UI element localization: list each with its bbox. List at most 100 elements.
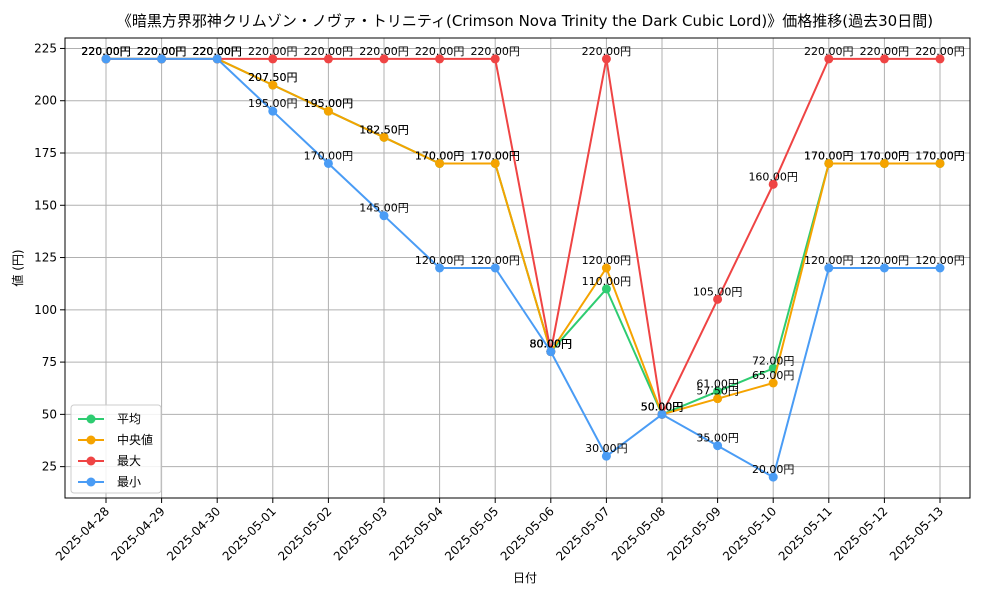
data-label: 80.00円: [530, 338, 573, 351]
x-tick-label: 2025-04-30: [164, 504, 223, 563]
y-tick-label: 150: [34, 198, 57, 212]
series-中央値: [101, 54, 945, 419]
plot-frame: [64, 37, 971, 499]
y-tick-label: 200: [34, 94, 57, 108]
x-tick-label: 2025-05-13: [887, 504, 946, 563]
y-axis-ticks: 25 50 75 100 125 150 175 200 225: [34, 41, 65, 474]
x-tick-label: 2025-05-09: [665, 504, 724, 563]
x-axis-label: 日付: [513, 571, 537, 585]
data-point: [935, 158, 945, 168]
legend-marker: [86, 477, 96, 487]
data-point: [879, 158, 889, 168]
data-point: [824, 54, 834, 64]
data-label: 170.00円: [860, 149, 910, 162]
data-point: [824, 263, 834, 273]
data-label: 220.00円: [415, 45, 465, 58]
data-point: [657, 409, 667, 419]
data-labels: 220.00円 220.00円 220.00円 207.50円 195.00円 182.5…: [81, 45, 965, 476]
data-label: 120.00円: [582, 254, 632, 267]
data-label: 80.00円: [530, 338, 573, 351]
data-label: 120.00円: [804, 254, 854, 267]
series-最小: [101, 54, 945, 482]
series-line: [106, 57, 940, 418]
y-tick-label: 25: [42, 460, 57, 474]
data-label: 170.00円: [804, 149, 854, 162]
data-label: 72.00円: [752, 354, 795, 367]
data-point: [379, 54, 389, 64]
data-label: 220.00円: [192, 45, 242, 58]
x-tick-label: 2025-04-28: [53, 504, 112, 563]
data-label: 220.00円: [359, 45, 409, 58]
data-label: 145.00円: [359, 202, 409, 215]
data-point: [713, 394, 723, 404]
data-label: 195.00円: [304, 97, 354, 110]
legend-label: 中央値: [117, 432, 153, 447]
x-tick-label: 2025-05-04: [387, 504, 446, 563]
y-tick-label: 175: [34, 146, 57, 160]
data-label: 50.00円: [641, 400, 684, 413]
x-tick-label: 2025-05-03: [331, 504, 390, 563]
data-point: [101, 54, 111, 64]
data-label: 50.00円: [641, 400, 684, 413]
x-tick-label: 2025-05-02: [275, 504, 334, 563]
data-point: [379, 132, 389, 142]
data-point: [601, 284, 611, 294]
series-line: [106, 57, 940, 416]
data-label: 220.00円: [804, 45, 854, 58]
data-label: 220.00円: [470, 45, 520, 58]
data-label: 220.00円: [582, 45, 632, 58]
data-label: 220.00円: [137, 45, 187, 58]
y-tick-label: 125: [34, 251, 57, 265]
data-label: 207.50円: [248, 71, 298, 84]
y-tick-label: 75: [42, 355, 57, 369]
data-label: 57.50円: [696, 385, 739, 398]
data-point: [879, 54, 889, 64]
data-label: 30.00円: [585, 442, 628, 455]
y-tick-label: 100: [34, 303, 57, 317]
data-label: 61.00円: [696, 377, 739, 390]
data-point: [768, 179, 778, 189]
x-tick-label: 2025-04-29: [109, 504, 168, 563]
data-point: [935, 263, 945, 273]
data-label: 20.00円: [752, 463, 795, 476]
data-point: [323, 54, 333, 64]
data-label: 80.00円: [530, 338, 573, 351]
data-point: [435, 54, 445, 64]
data-label: 220.00円: [192, 45, 242, 58]
data-point: [268, 54, 278, 64]
data-point: [435, 263, 445, 273]
x-tick-label: 2025-05-11: [776, 504, 835, 563]
data-label: 220.00円: [248, 45, 298, 58]
series-line: [106, 57, 940, 479]
data-label: 160.00円: [748, 170, 798, 183]
data-label: 65.00円: [752, 369, 795, 382]
data-label: 50.00円: [641, 400, 684, 413]
y-tick-label: 225: [34, 41, 57, 55]
series-line: [106, 57, 940, 416]
data-label: 110.00円: [582, 275, 632, 288]
data-label: 105.00円: [693, 285, 743, 298]
data-point: [601, 451, 611, 461]
data-point: [713, 386, 723, 396]
data-point: [546, 347, 556, 357]
data-label: 80.00円: [530, 338, 573, 351]
data-label: 170.00円: [470, 149, 520, 162]
data-label: 220.00円: [137, 45, 187, 58]
data-point: [379, 211, 389, 221]
x-tick-label: 2025-05-01: [220, 504, 279, 563]
chart-title: 《暗黒方界邪神クリムゾン・ノヴァ・トリニティ(Crimson Nova Trin…: [117, 12, 933, 30]
legend-label: 平均: [117, 412, 141, 426]
data-point: [879, 263, 889, 273]
data-point: [601, 263, 611, 273]
data-label: 220.00円: [81, 45, 131, 58]
data-label: 220.00円: [915, 45, 965, 58]
x-tick-label: 2025-05-07: [553, 504, 612, 563]
data-label: 182.50円: [359, 123, 409, 136]
series: [101, 54, 945, 482]
data-label: 220.00円: [137, 45, 187, 58]
data-point: [713, 294, 723, 304]
data-label: 120.00円: [470, 254, 520, 267]
series-最大: [101, 54, 945, 419]
data-label: 220.00円: [860, 45, 910, 58]
